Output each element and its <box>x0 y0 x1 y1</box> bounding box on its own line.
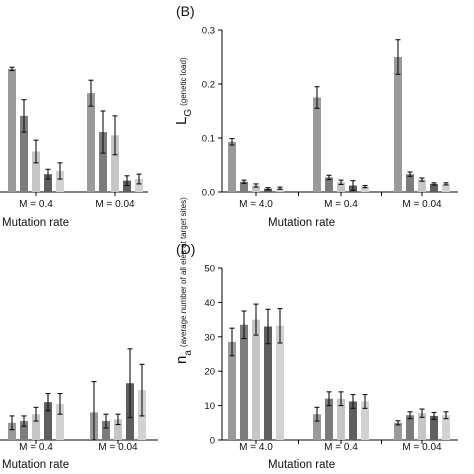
y-axis-title-main: L <box>173 117 190 125</box>
bar <box>228 141 236 192</box>
bar <box>114 419 122 440</box>
panel-letter: (D) <box>176 241 195 257</box>
y-axis-title: na (average number of all eles at target … <box>173 197 194 364</box>
bar <box>20 421 28 440</box>
y-axis-title-subscript: G <box>183 109 194 117</box>
y-tick-label: 0.2 <box>202 80 215 91</box>
category-label: M = 0.4 <box>19 199 53 210</box>
category-label: M = 0.04 <box>95 199 135 210</box>
bar <box>406 415 414 440</box>
bar <box>325 177 333 192</box>
bar <box>406 174 414 192</box>
bar <box>361 186 369 192</box>
bar <box>430 415 438 440</box>
bar <box>20 115 28 192</box>
bar <box>56 403 64 440</box>
panel-a: M = 0.4 M = 0.04 Mutation rate <box>0 66 148 229</box>
category-label: M = 0.04 <box>402 442 442 453</box>
x-axis-title: Mutation rate <box>268 217 335 229</box>
bar <box>394 57 402 192</box>
category-label: M = 0.04 <box>98 442 138 453</box>
bar <box>56 170 64 192</box>
x-axis-title: Mutation rate <box>268 459 335 471</box>
y-axis-title: LG (genetic load) <box>173 57 194 125</box>
bar <box>32 414 40 440</box>
bar <box>325 398 333 440</box>
y-axis-title-subscript: a <box>183 350 194 356</box>
y-tick-label: 0.0 <box>202 188 215 199</box>
bar <box>430 183 438 192</box>
bar <box>337 182 345 192</box>
category-label: M = 4.0 <box>239 442 273 453</box>
bar <box>87 93 95 192</box>
bar <box>337 398 345 440</box>
bar <box>252 185 260 192</box>
bar <box>276 188 284 192</box>
bar <box>102 421 110 440</box>
bar <box>418 179 426 192</box>
bar <box>349 401 357 440</box>
bar <box>32 151 40 192</box>
category-label: M = 0.4 <box>324 442 358 453</box>
y-tick-label: 20 <box>204 367 215 378</box>
bar <box>8 68 16 192</box>
y-tick-label: 0.1 <box>202 134 215 145</box>
y-tick-label: 50 <box>204 264 215 275</box>
category-label: M = 0.04 <box>402 199 442 210</box>
y-tick-label: 10 <box>204 401 215 412</box>
x-axis-title: Mutation rate <box>2 217 69 229</box>
y-tick-label: 40 <box>204 298 215 309</box>
bar <box>264 326 272 440</box>
bar <box>240 324 248 440</box>
panel-letter: (B) <box>176 3 195 19</box>
y-tick-label: 0 <box>210 436 215 447</box>
bar <box>44 174 52 192</box>
y-tick-label: 0.3 <box>202 26 215 37</box>
bar <box>361 401 369 440</box>
category-label: M = 0.4 <box>324 199 358 210</box>
bar <box>240 181 248 192</box>
bar <box>135 179 143 192</box>
panel-c: M = 0.4 M = 0.04 Mutation rate <box>0 348 158 471</box>
bar <box>313 97 321 192</box>
bar <box>44 402 52 440</box>
bar <box>442 415 450 440</box>
bar <box>252 319 260 440</box>
category-label: M = 4.0 <box>239 199 273 210</box>
bar <box>228 341 236 440</box>
bar <box>442 183 450 192</box>
bar <box>8 422 16 440</box>
x-axis-title: Mutation rate <box>2 459 69 471</box>
bar <box>99 132 107 192</box>
bar <box>418 413 426 440</box>
y-tick-label: 30 <box>204 332 215 343</box>
bar <box>394 422 402 440</box>
y-axis-title-note: (average number of all eles at target si… <box>179 197 188 347</box>
y-axis-title-main: n <box>173 356 190 364</box>
bar <box>313 414 321 440</box>
panel-d: (D) 0 10 20 30 40 50 na (average number of all e… <box>173 197 458 471</box>
category-label: M = 0.4 <box>19 442 53 453</box>
bar <box>123 180 131 192</box>
panel-b: (B) 0.0 0.1 0.2 0.3 LG (genetic load) M = 4.0 M … <box>173 3 458 229</box>
bar <box>276 325 284 440</box>
bar <box>111 135 119 192</box>
y-axis-title-note: (genetic load) <box>179 57 188 106</box>
